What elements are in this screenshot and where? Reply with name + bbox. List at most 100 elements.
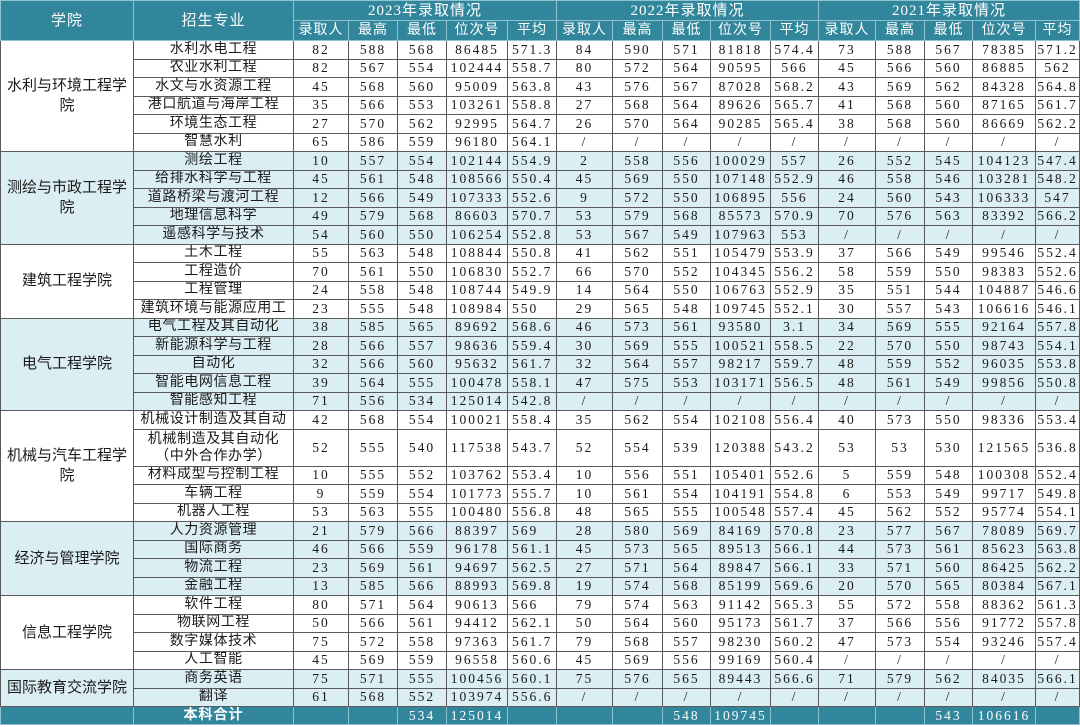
min-score-2022-cell: / bbox=[662, 132, 712, 152]
table-row: 建筑工程学院 土木工程 55 563 548 108844 550.8 41 562 551 105… bbox=[0, 243, 1080, 319]
avg-score-2021-cell: / bbox=[1035, 132, 1080, 152]
avg-score-2022-cell: / bbox=[770, 132, 820, 152]
max-score-2023-cell bbox=[348, 706, 398, 725]
max-score-2023-cell: 566 bbox=[348, 539, 398, 559]
min-score-2023-cell: 565 bbox=[397, 317, 447, 337]
max-score-header: 最高 bbox=[348, 20, 398, 41]
rank-2021-cell: 98743 bbox=[972, 336, 1037, 356]
major-name: 农业水利工程 bbox=[133, 58, 294, 78]
min-score-2022-cell: 554 bbox=[662, 484, 712, 504]
admitted-2021-cell: 45 bbox=[818, 502, 877, 522]
rank-2023-cell: 125014 bbox=[446, 706, 508, 725]
max-score-2023-cell: 561 bbox=[348, 169, 398, 189]
admitted-2022-cell: 10 bbox=[556, 484, 614, 504]
avg-score-2023-cell: 550.8 bbox=[506, 243, 558, 263]
avg-score-2023-cell: 562.1 bbox=[506, 613, 558, 633]
avg-score-2021-cell: 554.1 bbox=[1035, 336, 1080, 356]
rank-2021-cell: 80384 bbox=[972, 576, 1037, 596]
table-row: 国际教育交流学院 商务英语 75 571 555 100456 560.1 75 576 565 8… bbox=[0, 669, 1080, 707]
min-score-2022-cell: 565 bbox=[662, 539, 712, 559]
avg-score-2022-cell: 552.9 bbox=[770, 280, 820, 300]
rank-2022-cell: 89626 bbox=[710, 95, 772, 115]
rank-2022-cell: 100029 bbox=[710, 151, 772, 171]
avg-score-2022-cell: 3.1 bbox=[770, 317, 820, 337]
min-score-2023-cell: 564 bbox=[397, 595, 447, 615]
rank-2023-cell: 108984 bbox=[446, 299, 508, 319]
max-score-2021-cell: 566 bbox=[875, 613, 926, 633]
admitted-2023-cell: 61 bbox=[293, 687, 349, 707]
avg-score-2021-cell: 563.8 bbox=[1035, 539, 1080, 559]
max-score-2021-cell: 562 bbox=[875, 502, 926, 522]
avg-score-2021-cell: 554.1 bbox=[1035, 502, 1080, 522]
min-score-2023-cell: 540 bbox=[397, 428, 447, 467]
rank-2023-cell: 117538 bbox=[446, 428, 508, 467]
rank-2021-cell: / bbox=[972, 132, 1037, 152]
rank-header: 位次号 bbox=[710, 20, 772, 41]
rank-2023-cell: 100021 bbox=[446, 410, 508, 430]
admitted-2021-cell: 46 bbox=[818, 169, 877, 189]
admitted-2022-cell: 27 bbox=[556, 558, 614, 578]
total-row: 本科合计 534 125014 548 109745 543 106616 bbox=[0, 706, 1080, 725]
avg-score-2023-cell: 564.7 bbox=[506, 114, 558, 134]
avg-score-2021-cell: 557.4 bbox=[1035, 632, 1080, 652]
major-name: 软件工程 bbox=[133, 595, 294, 615]
avg-score-2022-cell: 566 bbox=[770, 58, 820, 78]
avg-score-2023-cell: 558.1 bbox=[506, 373, 558, 393]
max-score-2022-cell: 554 bbox=[612, 428, 664, 467]
admitted-2023-cell: 9 bbox=[293, 484, 349, 504]
rank-header: 位次号 bbox=[972, 20, 1037, 41]
rank-2022-cell: 91142 bbox=[710, 595, 772, 615]
avg-score-2022-cell: 561.7 bbox=[770, 613, 820, 633]
rank-2021-cell: 85623 bbox=[972, 539, 1037, 559]
avg-score-2022-cell: 553.9 bbox=[770, 243, 820, 263]
table-row: 智能电网信息工程 39 564 555 100478 558.1 47 575 553 10317… bbox=[1, 373, 1080, 393]
total-college-cell bbox=[0, 706, 134, 725]
min-score-2021-cell: 543 bbox=[924, 706, 974, 725]
admitted-2023-cell: 71 bbox=[293, 391, 349, 411]
rank-2022-cell: 90285 bbox=[710, 114, 772, 134]
total-label: 本科合计 bbox=[133, 706, 294, 725]
rank-2022-cell: 104345 bbox=[710, 262, 772, 282]
college-name: 机械与汽车工程学院 bbox=[0, 410, 134, 522]
table-row: 材料成型与控制工程 10 555 552 103762 553.4 10 556 551 1054… bbox=[1, 465, 1080, 485]
rank-2022-cell: 90595 bbox=[710, 58, 772, 78]
min-score-header: 最低 bbox=[397, 20, 447, 41]
major-name: 材料成型与控制工程 bbox=[133, 465, 294, 485]
min-score-2023-cell: 558 bbox=[397, 632, 447, 652]
max-score-2021-cell: / bbox=[875, 132, 926, 152]
min-score-2021-cell: / bbox=[924, 687, 974, 707]
table-row: 经济与管理学院 人力资源管理 21 579 566 88397 569 28 580 569 841… bbox=[0, 521, 1080, 596]
admitted-2022-cell: 35 bbox=[556, 410, 614, 430]
avg-score-2021-cell: 553.4 bbox=[1035, 410, 1080, 430]
max-score-2023-cell: 579 bbox=[348, 521, 398, 541]
rank-2021-cell: 86669 bbox=[972, 114, 1037, 134]
table-row: 智慧水利 65 586 559 96180 564.1// / / / / / / / / bbox=[1, 132, 1080, 152]
admitted-2023-cell: 50 bbox=[293, 613, 349, 633]
major-header: 招生专业 bbox=[133, 0, 294, 41]
admitted-2023-cell: 46 bbox=[293, 539, 349, 559]
max-score-2021-cell: / bbox=[875, 225, 926, 245]
min-score-2022-cell: 550 bbox=[662, 280, 712, 300]
rank-2022-cell: 105479 bbox=[710, 243, 772, 263]
table-row: 道路桥梁与渡河工程 12 566 549 107333 552.6 9 572 550 10689… bbox=[1, 188, 1080, 208]
admitted-2021-cell: 30 bbox=[818, 299, 877, 319]
avg-score-2022-cell: 565.4 bbox=[770, 114, 820, 134]
max-score-2022-cell: 575 bbox=[612, 373, 664, 393]
max-score-2023-cell: 566 bbox=[348, 336, 398, 356]
avg-score-2021-cell: 562.2 bbox=[1035, 114, 1080, 134]
max-score-2021-cell: 558 bbox=[875, 169, 926, 189]
max-score-2023-cell: 579 bbox=[348, 206, 398, 226]
min-score-2021-cell: / bbox=[924, 391, 974, 411]
min-score-2022-cell: 548 bbox=[662, 706, 712, 725]
max-score-2021-cell: 561 bbox=[875, 373, 926, 393]
avg-score-2023-cell: 556.6 bbox=[506, 687, 558, 707]
min-score-2023-cell: 548 bbox=[397, 299, 447, 319]
max-score-2021-cell: 576 bbox=[875, 206, 926, 226]
min-score-2021-cell: 545 bbox=[924, 151, 974, 171]
admitted-2021-cell: 55 bbox=[818, 595, 877, 615]
max-score-2022-cell: / bbox=[612, 687, 664, 707]
min-score-2023-cell: 559 bbox=[397, 650, 447, 670]
admitted-2021-cell: 5 bbox=[818, 465, 877, 485]
table-row: 遥感科学与技术 54 560 550 106254 552.8 53 567 549 107963… bbox=[1, 225, 1080, 245]
rank-header: 位次号 bbox=[446, 20, 508, 41]
